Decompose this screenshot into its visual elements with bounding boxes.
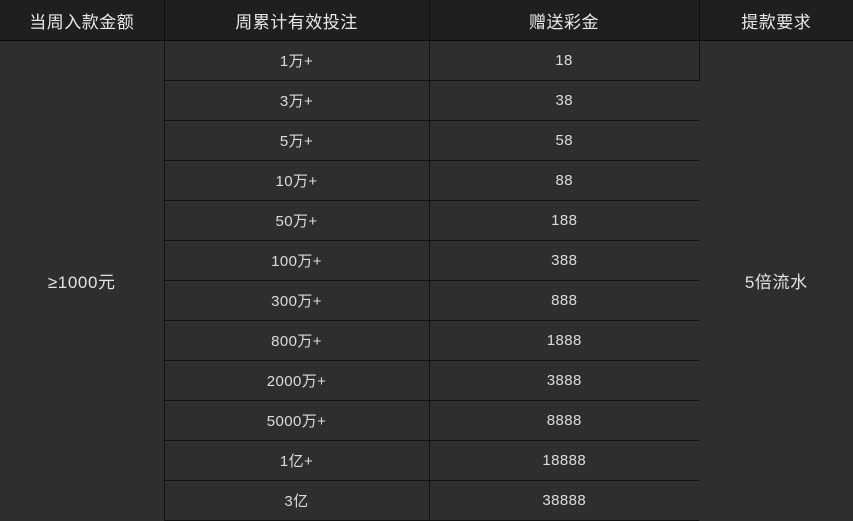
turnover-cell: 5000万+: [164, 400, 430, 441]
turnover-cell: 10万+: [164, 160, 430, 201]
turnover-cell: 100万+: [164, 240, 430, 281]
table-row: 3万+ 38: [0, 80, 853, 121]
table-body: ≥1000元 1万+ 18 5倍流水 3万+ 38 5万+ 58 10万+ 88…: [0, 40, 853, 521]
table-row: 3亿 38888: [0, 480, 853, 521]
bonus-cell: 58: [429, 120, 699, 161]
bonus-cell: 8888: [429, 400, 699, 441]
bonus-cell: 88: [429, 160, 699, 201]
turnover-cell: 3万+: [164, 80, 430, 121]
deposit-tier-text: ≥1000元: [47, 273, 116, 293]
turnover-cell: 50万+: [164, 200, 430, 241]
table-row: 300万+ 888: [0, 280, 853, 321]
column-header-deposit: 当周入款金额: [0, 0, 165, 41]
turnover-cell: 5万+: [164, 120, 430, 161]
bonus-cell: 3888: [429, 360, 699, 401]
table-row: 800万+ 1888: [0, 320, 853, 361]
turnover-cell: 1万+: [164, 40, 430, 81]
table-row: 2000万+ 3888: [0, 360, 853, 401]
turnover-cell: 3亿: [164, 480, 430, 521]
table-row: 5000万+ 8888: [0, 400, 853, 441]
bonus-cell: 888: [429, 280, 699, 321]
table-row: 1亿+ 18888: [0, 440, 853, 481]
bonus-cell: 1888: [429, 320, 699, 361]
bonus-cell: 38: [429, 80, 699, 121]
bonus-cell: 188: [429, 200, 699, 241]
column-header-turnover: 周累计有效投注: [164, 0, 430, 41]
withdraw-requirement-cell: 5倍流水: [699, 40, 853, 521]
deposit-tier-cell: ≥1000元: [0, 40, 165, 521]
column-header-withdraw: 提款要求: [699, 0, 853, 41]
turnover-cell: 300万+: [164, 280, 430, 321]
table-row: ≥1000元 1万+ 18 5倍流水: [0, 40, 853, 521]
turnover-cell: 800万+: [164, 320, 430, 361]
bonus-cell: 18888: [429, 440, 699, 481]
table-header-row: 当周入款金额 周累计有效投注 赠送彩金 提款要求: [0, 0, 853, 41]
table-row: 10万+ 88: [0, 160, 853, 201]
table-row: 5万+ 58: [0, 120, 853, 161]
bonus-cell: 388: [429, 240, 699, 281]
turnover-cell: 1亿+: [164, 440, 430, 481]
turnover-cell: 2000万+: [164, 360, 430, 401]
table-row: 50万+ 188: [0, 200, 853, 241]
column-header-bonus: 赠送彩金: [429, 0, 700, 41]
bonus-cell: 18: [429, 40, 700, 81]
table-row: 100万+ 388: [0, 240, 853, 281]
bonus-cell: 38888: [429, 480, 699, 521]
table-header: 当周入款金额 周累计有效投注 赠送彩金 提款要求: [0, 0, 853, 41]
